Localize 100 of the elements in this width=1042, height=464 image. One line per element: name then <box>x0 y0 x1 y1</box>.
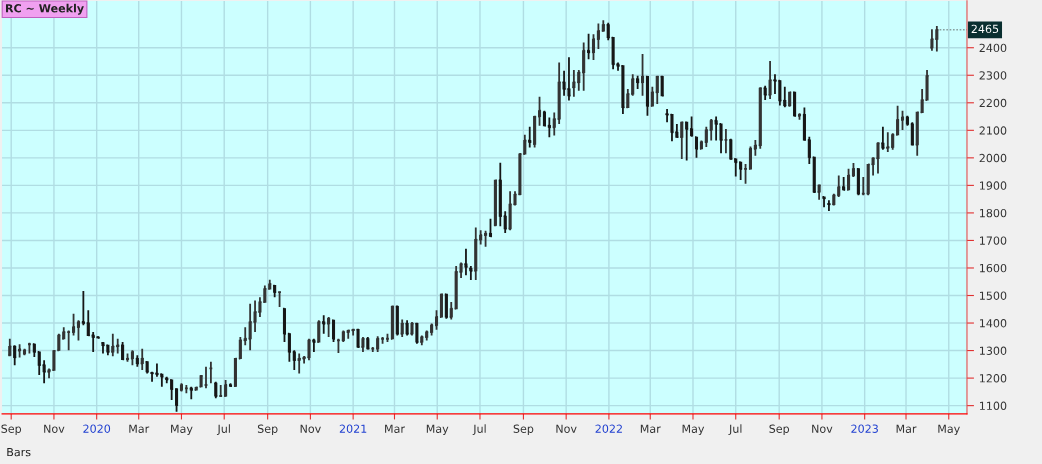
candlestick <box>76 319 80 342</box>
y-tick-label: 1700 <box>980 236 1007 245</box>
candlestick <box>807 135 811 165</box>
candlestick <box>219 384 223 398</box>
candlestick <box>214 380 218 400</box>
candlestick <box>758 86 762 150</box>
candlestick <box>351 327 355 337</box>
candlestick <box>886 131 890 153</box>
candlestick <box>390 304 394 340</box>
candlestick <box>641 53 645 97</box>
x-tick-label: Mar <box>385 424 405 433</box>
candlestick <box>753 139 757 157</box>
candlestick <box>479 229 483 246</box>
candlestick <box>228 382 233 388</box>
candlestick <box>542 109 546 127</box>
candlestick <box>739 161 743 181</box>
candlestick <box>125 352 130 363</box>
candlestick <box>395 304 399 337</box>
candlestick <box>930 28 934 52</box>
candlestick <box>856 167 860 197</box>
candlestick <box>116 337 120 355</box>
candlestick <box>469 265 473 281</box>
candlestick <box>140 347 144 372</box>
x-tick-label: Jul <box>216 424 230 435</box>
candlestick <box>62 326 66 340</box>
candlestick <box>748 145 752 170</box>
candlestick <box>827 199 831 212</box>
candlestick <box>268 278 272 290</box>
candlestick <box>725 128 727 155</box>
candlestick <box>488 217 493 238</box>
candlestick <box>282 307 287 343</box>
candlestick <box>165 375 169 385</box>
candlestick <box>797 112 802 121</box>
candlestick <box>170 379 174 402</box>
x-tick-label: May <box>682 424 705 436</box>
candlestick <box>327 316 331 338</box>
x-tick-label: Nov <box>812 424 833 433</box>
candlestick <box>439 292 443 318</box>
y-tick-label: 1800 <box>980 208 1007 218</box>
candlestick <box>331 319 336 343</box>
candlestick <box>552 111 556 137</box>
y-tick-label: 1100 <box>980 401 1007 411</box>
candlestick <box>626 88 630 109</box>
x-tick-label: 2022 <box>595 424 622 433</box>
candlestick <box>709 118 713 142</box>
y-tick-label: 2100 <box>979 126 1007 135</box>
x-tick-label: Sep <box>769 424 790 436</box>
candlestick <box>18 343 22 359</box>
candlestick <box>86 309 90 337</box>
candlestick <box>238 336 242 360</box>
candlestick <box>582 41 586 92</box>
candlestick <box>645 75 649 117</box>
x-tick-label: Sep <box>1 424 22 436</box>
candlestick <box>130 349 134 367</box>
x-tick-label: May <box>938 424 960 436</box>
candlestick <box>410 321 414 337</box>
candlestick <box>891 132 895 151</box>
candlestick <box>366 336 370 351</box>
candlestick <box>415 321 419 345</box>
candlestick <box>744 163 748 185</box>
annotation: 2465 <box>971 24 999 34</box>
candlestick <box>788 91 792 108</box>
candlestick <box>596 22 600 51</box>
candlestick <box>430 322 434 337</box>
candlestick <box>587 32 591 61</box>
candlestick <box>233 357 237 388</box>
candlestick <box>910 121 914 147</box>
candlestick <box>685 121 689 162</box>
candlestick <box>243 326 247 347</box>
candlestick <box>317 319 321 343</box>
text: Bars <box>7 448 31 457</box>
candlestick <box>400 318 404 338</box>
x-tick-label: 2021 <box>339 424 367 433</box>
candlestick <box>484 229 488 248</box>
candlestick <box>356 327 360 349</box>
candlestick <box>817 183 821 201</box>
candlestick <box>763 84 767 101</box>
candlestick <box>768 60 772 100</box>
candlestick <box>533 114 537 149</box>
candlestick <box>341 329 345 343</box>
x-tick-label: Nov <box>44 424 65 433</box>
candlestick <box>67 329 71 352</box>
candlestick <box>376 335 380 353</box>
y-tick-label: 1200 <box>980 374 1007 383</box>
y-tick-label: 1600 <box>980 263 1007 273</box>
candlestick <box>832 192 836 207</box>
candlestick <box>793 91 797 118</box>
candlestick <box>464 247 468 277</box>
y-tick-label: 2300 <box>979 71 1007 80</box>
candlestick <box>650 85 654 107</box>
candlestick <box>8 337 12 358</box>
y-tick-label: 1300 <box>980 346 1007 355</box>
x-tick-label: Mar <box>896 424 917 433</box>
candlestick <box>81 290 85 327</box>
candlestick <box>837 174 841 198</box>
candlestick <box>812 156 816 194</box>
candlestick <box>842 176 846 192</box>
candlestick <box>881 125 885 151</box>
y-tick-label: 2200 <box>979 98 1007 108</box>
candlestick <box>528 125 532 149</box>
